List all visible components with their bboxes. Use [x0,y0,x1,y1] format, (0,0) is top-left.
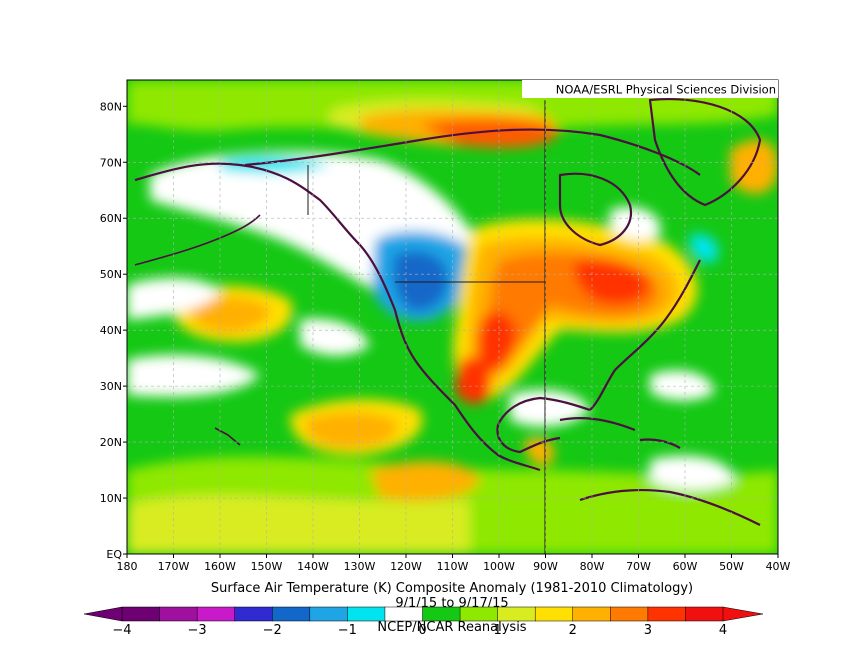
colorbar-swatch [572,606,611,622]
west-cold-inner [393,251,449,311]
colorbar-label: 0 [418,623,426,638]
lon-tick-label: 40W [766,560,791,573]
credit-label: NOAA/ESRL Physical Sciences Division [556,83,776,97]
colorbar-label: 1 [493,623,501,638]
coastlines [134,98,762,526]
colorbar-swatch [497,606,536,622]
greenland [648,98,762,207]
colorbar-swatch [272,606,311,622]
lon-tick-label: 110W [437,560,469,573]
colorbar-label: −4 [112,623,131,638]
aleutians [134,214,261,266]
colorbar-swatch [610,606,649,622]
hispaniola [639,438,681,449]
lon-tick-label: 150W [251,560,283,573]
tropical-yellow-band [127,494,470,554]
lon-tick-label: 140W [297,560,329,573]
colorbar-swatch [647,606,686,622]
lon-tick-label: 120W [390,560,422,573]
great-lakes-hot [574,259,650,305]
lon-tick-label: 60W [673,560,698,573]
colorbar-swatch [422,606,461,622]
colorbar-swatch [685,606,724,622]
colorbar-swatch [384,606,424,622]
colorbar-label: −1 [338,623,357,638]
lat-tick-label: 30N [100,380,122,393]
lat-tick-label: 40N [100,324,122,337]
lon-tick-label: 180 [117,560,138,573]
lon-tick-label: 80W [580,560,605,573]
mexico-hot [455,357,491,405]
hawaii [214,427,241,446]
pacific-neutral-2 [127,355,260,397]
cuba [559,416,636,432]
colorbar-label: −2 [263,623,282,638]
temperature-anomaly-field [127,80,778,554]
pacific-neutral-1 [127,278,220,320]
colorbar-swatch [534,606,574,622]
lon-tick-label: 130W [344,560,376,573]
arctic-red [420,118,560,148]
latitude-axis: 80N 70N 60N 50N 40N 30N 20N 10N EQ [100,100,127,561]
atlantic-coast [589,259,701,411]
arctic-coast [244,128,701,176]
data-source: NCEP/NCAR Reanalysis [377,620,526,635]
labrador-cool [689,234,719,263]
colorbar-swatch [121,606,161,622]
pacific-warm-south-core [304,411,399,448]
lat-tick-label: 10N [100,492,122,505]
lat-tick-label: 70N [100,156,122,169]
colorbar-swatch [347,606,386,622]
borders [307,100,546,554]
graticule [127,80,778,554]
credit-box [522,80,778,98]
gulf-coast [496,396,591,454]
lon-tick-label: 170W [158,560,190,573]
colorbar-swatch [234,606,273,622]
colorbar-low-arrow [83,606,123,622]
lat-tick-label: EQ [106,548,122,561]
lon-tick-label: 50W [719,560,744,573]
colorbar-label: 4 [719,623,727,638]
lon-tick-label: 70W [626,560,651,573]
southwest-hot [477,311,516,373]
central-america-warm [525,437,555,466]
south-america-coast [579,488,761,526]
colorbar-label: 3 [644,623,652,638]
colorbar-swatch [309,606,348,622]
pacific-neutral-3 [300,318,370,356]
lon-tick-label: 100W [483,560,515,573]
figure-title: Surface Air Temperature (K) Composite An… [211,581,693,596]
atlantic-neutral-1 [650,370,715,401]
colorbar: −4 −3 −2 −1 0 1 2 3 4 [83,606,764,638]
longitude-axis: 180 170W 160W 150W 140W 130W 120W 110W 100W 90W 80… [117,554,791,573]
lat-tick-label: 20N [100,436,122,449]
colorbar-label: −3 [188,623,207,638]
colorbar-swatch [159,606,198,622]
colorbar-swatch [196,606,236,622]
lon-tick-label: 90W [533,560,558,573]
colorbar-high-arrow [722,606,764,622]
hudson-bay [558,172,633,247]
lat-tick-label: 60N [100,212,122,225]
lat-tick-label: 80N [100,100,122,113]
greenland-warm [730,139,778,194]
colorbar-label: 2 [569,623,577,638]
lon-tick-label: 160W [204,560,236,573]
colorbar-swatch [459,606,499,622]
lat-tick-label: 50N [100,268,122,281]
atlantic-neutral-2 [650,455,735,491]
pacific-warm-north-core [189,296,271,333]
